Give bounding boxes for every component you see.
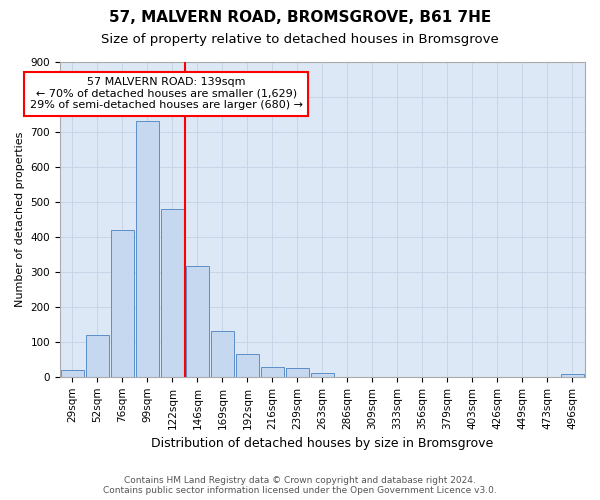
Bar [86, 335, 109, 377]
Bar [211, 332, 235, 377]
Bar [110, 230, 134, 377]
Bar [136, 121, 159, 377]
Bar [311, 374, 334, 377]
Bar [161, 208, 184, 377]
Bar [236, 354, 259, 377]
X-axis label: Distribution of detached houses by size in Bromsgrove: Distribution of detached houses by size … [151, 437, 494, 450]
Text: 57, MALVERN ROAD, BROMSGROVE, B61 7HE: 57, MALVERN ROAD, BROMSGROVE, B61 7HE [109, 10, 491, 25]
Bar [61, 370, 84, 377]
Text: 57 MALVERN ROAD: 139sqm
← 70% of detached houses are smaller (1,629)
29% of semi: 57 MALVERN ROAD: 139sqm ← 70% of detache… [29, 78, 302, 110]
Bar [286, 368, 310, 377]
Bar [560, 374, 584, 377]
Y-axis label: Number of detached properties: Number of detached properties [15, 132, 25, 307]
Text: Contains HM Land Registry data © Crown copyright and database right 2024.
Contai: Contains HM Land Registry data © Crown c… [103, 476, 497, 495]
Bar [260, 367, 284, 377]
Text: Size of property relative to detached houses in Bromsgrove: Size of property relative to detached ho… [101, 32, 499, 46]
Bar [185, 266, 209, 377]
